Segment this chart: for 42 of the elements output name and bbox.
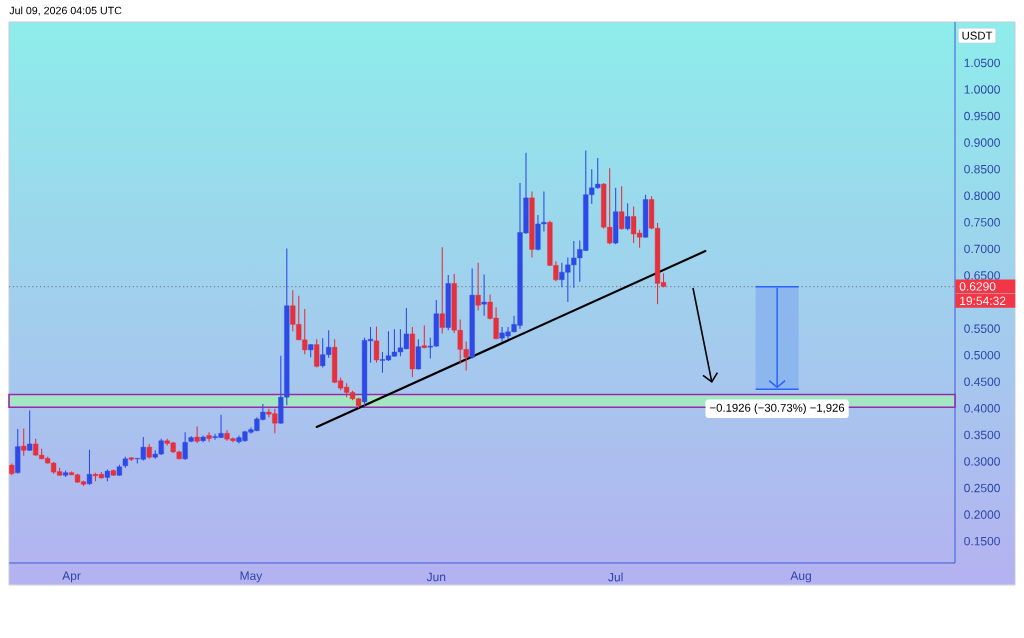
x-tick-label: Apr (62, 571, 81, 583)
candlestick (439, 246, 445, 334)
candlestick (373, 325, 380, 364)
ref-line-label: 0.6290 (959, 282, 996, 291)
y-tick-label: 0.4000 (964, 404, 1000, 413)
y-tick-label: 0.5000 (964, 350, 1000, 360)
x-tick-label: Jul (608, 572, 623, 582)
x-tick-label: Aug (790, 571, 811, 583)
y-tick-label: 0.4500 (964, 377, 1000, 387)
text: 19:54:32 (960, 296, 1006, 306)
candlestick (475, 262, 481, 312)
candlestick (27, 409, 33, 452)
candlestick (194, 425, 200, 444)
candlestick (21, 428, 27, 457)
y-tick-label: 0.7000 (964, 244, 1000, 254)
annotation: −0.1926 (−30.73%) −1,926 (710, 403, 845, 415)
candlestick (619, 185, 625, 231)
y-tick-label: 0.8000 (964, 191, 1000, 201)
candlestick (625, 202, 631, 231)
candlestick (314, 338, 320, 368)
candlestick (481, 273, 487, 317)
y-axis-title: USDT (962, 31, 993, 40)
y-tick-label: 0.1500 (964, 536, 1000, 546)
y-tick-label: 0.7500 (964, 218, 1000, 227)
candlestick (206, 431, 212, 443)
candlestick (86, 449, 93, 486)
y-tick-label: 0.9500 (964, 111, 1000, 121)
y-tick-label: 0.3500 (964, 430, 1000, 440)
text: Jul 09, 2026 04:05 UTC (9, 6, 122, 16)
y-tick-label: 0.3000 (964, 457, 1000, 466)
y-tick-label: 1.0500 (964, 58, 1000, 68)
y-tick-label: 1.0000 (964, 85, 1000, 94)
y-tick-label: 0.9000 (964, 138, 1000, 147)
y-tick-label: 0.2000 (964, 510, 1000, 519)
x-tick-label: Jun (426, 572, 446, 582)
candlestick (415, 338, 421, 371)
x-tick-label: May (240, 571, 263, 583)
y-tick-label: 0.8500 (964, 164, 1000, 174)
y-tick-label: 0.2500 (964, 483, 1000, 493)
y-tick-label: 0.6500 (964, 271, 1000, 280)
y-tick-label: 0.5500 (964, 324, 1000, 333)
candlestick (182, 431, 188, 461)
